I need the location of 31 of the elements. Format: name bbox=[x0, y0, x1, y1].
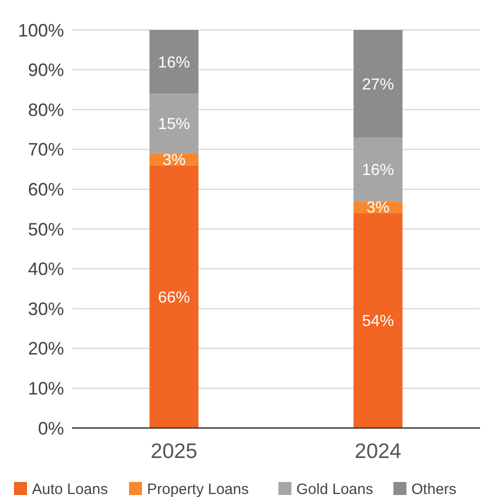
legend-label: Property Loans bbox=[147, 481, 249, 497]
bar bbox=[354, 213, 402, 428]
y-tick-label: 10% bbox=[28, 378, 64, 398]
y-tick-label: 70% bbox=[28, 140, 64, 160]
text: 27% bbox=[362, 76, 394, 94]
y-tick-label: 0% bbox=[38, 418, 64, 438]
text: 3% bbox=[366, 200, 390, 217]
text: 16% bbox=[158, 54, 190, 72]
legend-label: Auto Loans bbox=[32, 481, 108, 497]
x-tick-label: 2024 bbox=[354, 440, 402, 463]
y-tick-label: 30% bbox=[28, 298, 64, 319]
text: 16% bbox=[362, 162, 394, 179]
text: 3% bbox=[162, 152, 186, 169]
legend-label: Others bbox=[411, 481, 456, 497]
text: 54% bbox=[362, 313, 394, 330]
y-tick-label: 80% bbox=[28, 100, 64, 120]
text: 15% bbox=[158, 116, 190, 134]
y-tick-label: 100% bbox=[18, 20, 64, 40]
y-tick-label: 20% bbox=[28, 338, 64, 359]
bar bbox=[150, 30, 198, 94]
y-tick-label: 90% bbox=[28, 60, 64, 80]
bar bbox=[354, 137, 402, 202]
bar bbox=[150, 165, 198, 428]
y-tick-label: 40% bbox=[28, 259, 64, 280]
y-tick-label: 50% bbox=[28, 219, 64, 240]
legend-label: Gold Loans bbox=[296, 481, 374, 497]
x-tick-label: 2025 bbox=[150, 440, 198, 463]
text: 66% bbox=[158, 289, 190, 306]
y-tick-label: 60% bbox=[28, 180, 64, 200]
bar bbox=[354, 30, 402, 138]
bar bbox=[150, 94, 198, 154]
